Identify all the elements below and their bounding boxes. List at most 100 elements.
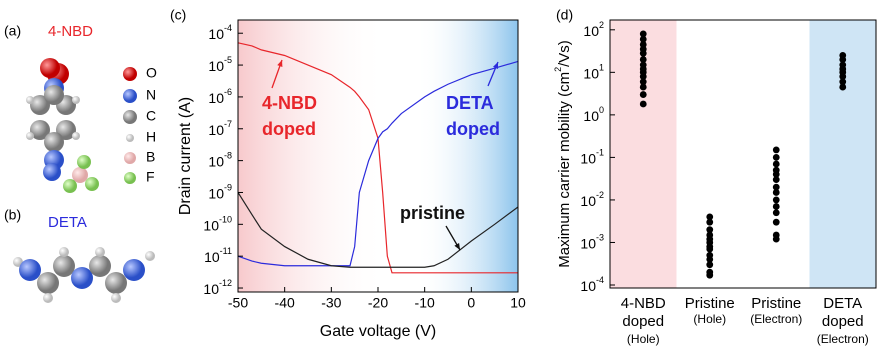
x-tick-label: -20	[368, 295, 388, 311]
x-tick-label: 4-NBD	[621, 295, 666, 312]
x-tick-label: -50	[228, 295, 248, 311]
y-tick-base: 10	[208, 153, 224, 169]
data-point	[640, 101, 647, 108]
panel-d: (d)4-NBDdoped(Hole)Pristine(Hole)Pristin…	[553, 7, 876, 346]
y-tick-label: 10-11	[204, 247, 232, 265]
y-tick-base: 10	[583, 23, 599, 39]
y-tick-label: 10-2	[580, 190, 604, 208]
data-point	[773, 161, 780, 168]
data-point	[773, 209, 780, 216]
y-tick-base: 10	[208, 185, 224, 201]
y-tick-exp: 2	[599, 20, 604, 30]
y-tick-base: 10	[208, 90, 224, 106]
y-tick-label: 10-6	[208, 87, 232, 105]
y-tick-base: 10	[208, 58, 224, 74]
y-tick-base: 10	[583, 65, 599, 81]
y-tick-exp: -10	[219, 215, 232, 225]
panel-label: (c)	[170, 7, 186, 23]
x-tick-label: Pristine	[751, 295, 801, 312]
molecule-deta	[13, 247, 155, 303]
panel-label: (a)	[4, 23, 21, 39]
y-tick-base: 10	[203, 217, 219, 233]
panel-b: (b) DETA	[4, 207, 155, 303]
data-point	[773, 203, 780, 210]
y-tick-exp: -1	[596, 148, 604, 158]
legend-label: O	[146, 65, 157, 81]
y-tick-base: 10	[580, 193, 596, 209]
y-tick-exp: -4	[596, 275, 604, 285]
annotation: doped	[446, 119, 500, 139]
y-tick-label: 10-4	[208, 24, 232, 42]
y-tick-base: 10	[583, 108, 599, 124]
y-tick-exp: 0	[599, 105, 604, 115]
legend-label: N	[146, 87, 156, 103]
y-axis-label-part: Maximum carrier mobility (cm	[556, 72, 573, 268]
x-tick-label: Pristine	[685, 295, 735, 312]
x-tick-label: -30	[321, 295, 341, 311]
data-point	[773, 189, 780, 196]
data-point	[773, 219, 780, 226]
y-tick-label: 100	[583, 105, 604, 123]
y-tick-exp: 1	[599, 63, 604, 73]
y-tick-label: 101	[583, 63, 604, 81]
y-tick-label: 10-1	[580, 148, 604, 166]
data-point	[773, 176, 780, 183]
data-point	[640, 84, 647, 91]
data-point	[773, 147, 780, 154]
y-tick-base: 10	[208, 121, 224, 137]
y-tick-exp: -9	[224, 183, 232, 193]
x-tick-label: -10	[415, 295, 435, 311]
data-point	[640, 50, 647, 57]
x-tick-label: DETA	[823, 295, 862, 312]
molecule-label: 4-NBD	[48, 23, 93, 40]
data-point	[773, 197, 780, 204]
y-tick-base: 10	[203, 281, 219, 297]
data-point	[706, 272, 713, 279]
y-tick-label: 10-4	[580, 275, 604, 293]
y-tick-label: 10-10	[203, 215, 232, 233]
y-tick-exp: -2	[596, 190, 604, 200]
x-tick-label: 10	[510, 295, 526, 311]
y-tick-exp: -12	[219, 278, 232, 288]
data-point	[839, 84, 846, 91]
x-tick-sublabel: (Hole)	[693, 312, 726, 326]
y-tick-exp: -8	[224, 151, 232, 161]
y-axis-label: Maximum carrier mobility (cm2/Vs)	[553, 40, 573, 268]
annotation: 4-NBD	[262, 93, 317, 113]
y-tick-exp: -11	[220, 247, 232, 257]
y-tick-label: 102	[583, 20, 604, 38]
annotation: DETA	[446, 93, 494, 113]
y-tick-label: 10-9	[208, 183, 232, 201]
annotation: doped	[262, 119, 316, 139]
data-point	[773, 236, 780, 243]
y-tick-base: 10	[580, 235, 596, 251]
legend-label: H	[146, 129, 156, 145]
legend-label: C	[146, 108, 156, 124]
data-point	[706, 246, 713, 253]
y-tick-base: 10	[580, 278, 596, 294]
x-tick-label: doped	[822, 313, 864, 330]
legend-label: F	[146, 169, 155, 185]
x-tick-label: 0	[467, 295, 475, 311]
y-tick-label: 10-3	[580, 233, 604, 251]
shade	[415, 20, 518, 292]
panel-label: (d)	[556, 7, 573, 23]
y-tick-label: 10-5	[208, 55, 232, 73]
y-tick-exp: -6	[224, 87, 232, 97]
y-tick-exp: -5	[224, 55, 232, 65]
y-tick-exp: -7	[224, 119, 232, 129]
y-tick-label: 10-7	[208, 119, 232, 137]
y-tick-label: 10-8	[208, 151, 232, 169]
figure: (a) 4-NBD ONCHBF (b) DETA	[0, 0, 881, 358]
y-tick-exp: -3	[596, 233, 604, 243]
shade	[238, 20, 387, 292]
molecule-4nbd	[26, 58, 99, 193]
x-tick-label: -40	[275, 295, 295, 311]
data-point	[773, 154, 780, 161]
data-point	[640, 91, 647, 98]
y-tick-base: 10	[580, 150, 596, 166]
data-point	[706, 219, 713, 226]
y-axis-label-part: /Vs)	[556, 40, 573, 67]
annotation: pristine	[400, 203, 465, 223]
